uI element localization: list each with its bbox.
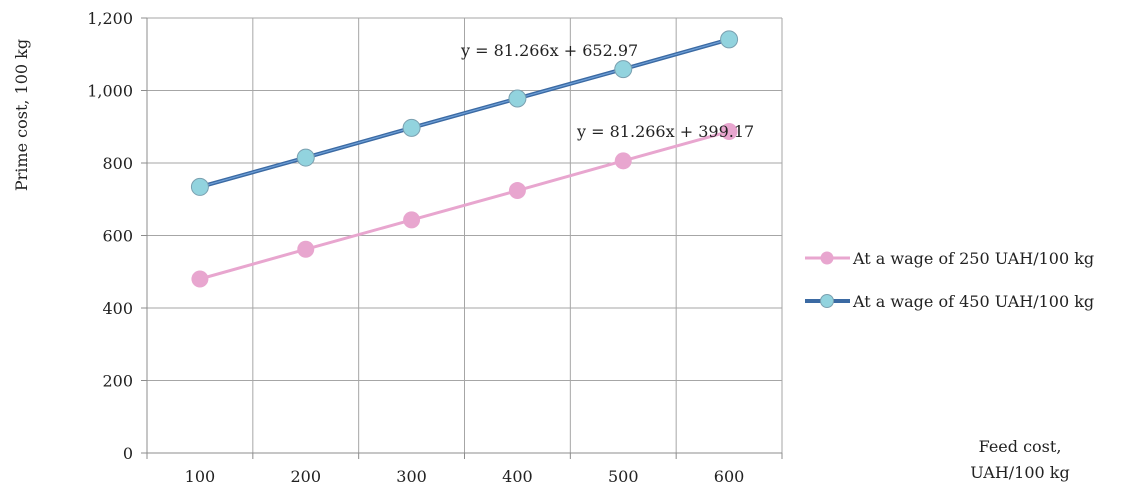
y-axis-title: Prime cost, 100 kg [12,39,31,191]
y-tick-label: 800 [102,154,133,173]
y-tick-label: 400 [102,299,133,318]
data-point [296,148,315,167]
legend-item-2: At a wage of 450 UAH/100 kg [805,292,1094,311]
axes [141,17,783,459]
data-point [402,118,421,137]
series-1 [191,122,738,288]
legend-marker [820,251,834,265]
x-tick-label: 400 [502,467,533,486]
data-point [720,122,738,140]
trendline-equations: y = 81.266x + 652.97 y = 81.266x + 399.17 [460,41,754,141]
legend: At a wage of 250 UAH/100 kg At a wage of … [805,249,1094,311]
data-point [720,30,739,49]
y-tick-label: 0 [123,444,133,463]
series-line [199,38,730,188]
trendline-equation-wage-250: y = 81.266x + 399.17 [576,122,754,141]
legend-item-1: At a wage of 250 UAH/100 kg [805,249,1094,268]
series-2 [190,30,739,196]
x-tick-label: 100 [185,467,216,486]
grid [147,17,783,453]
data-point [191,270,209,288]
x-tick-label: 500 [608,467,639,486]
y-tick-label: 1,200 [87,9,133,28]
series-line [199,130,730,281]
x-tick-label: 600 [714,467,745,486]
y-tick-label: 200 [102,372,133,391]
data-point [403,211,421,229]
data-point [614,60,633,79]
x-axis-title-line1: Feed cost, [979,437,1062,456]
tick-labels: 0 200 400 600 800 1,000 1,200 100 200 300 400 500 60… [87,9,744,486]
legend-label: At a wage of 450 UAH/100 kg [852,292,1094,311]
data-point [614,152,632,170]
data-point [190,177,209,196]
x-tick-label: 300 [396,467,427,486]
data-point [508,89,527,108]
y-tick-label: 1,000 [87,82,133,101]
trendline-equation-wage-450: y = 81.266x + 652.97 [460,41,638,60]
data-point [297,240,315,258]
x-tick-label: 200 [290,467,321,486]
data-point [508,182,526,200]
x-axis-title-line2: UAH/100 kg [970,463,1069,482]
series-layer [190,30,739,288]
legend-marker [820,294,834,308]
y-tick-label: 600 [102,227,133,246]
legend-label: At a wage of 250 UAH/100 kg [852,249,1094,268]
